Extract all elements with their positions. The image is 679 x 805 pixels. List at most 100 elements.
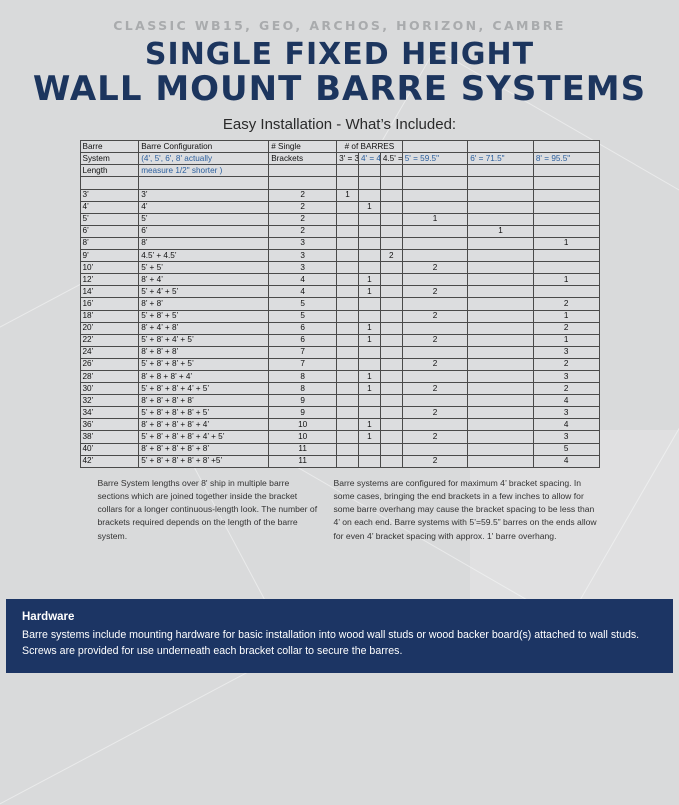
cell-barre-count: 2 <box>532 321 600 335</box>
cell-single-brackets: 2 <box>268 224 338 238</box>
header-barre-col-1: 4' = 47.5" <box>357 152 381 166</box>
cell-barre-count <box>379 285 403 299</box>
cell-barre-count <box>467 309 534 323</box>
cell-single-brackets: 10 <box>268 418 338 432</box>
cell-barre-count <box>401 188 469 202</box>
cell-barre-count <box>379 261 403 275</box>
cell-barre-count <box>379 369 403 384</box>
cell-barre-count <box>357 309 381 323</box>
header-config-line-2: (4', 5', 6', 8' actually <box>138 152 270 166</box>
cell-barre-count <box>532 200 600 214</box>
cell-barre-configuration: 5’ + 8’ + 5’ <box>138 309 270 323</box>
cell-barre-count <box>532 212 600 226</box>
cell-barre-count <box>467 406 534 420</box>
cell-barre-count <box>401 321 469 335</box>
header-spacer-2 <box>467 140 534 154</box>
cell-barre-count <box>336 345 359 359</box>
cell-barre-count <box>336 309 359 323</box>
note-shipping: Barre System lengths over 8' ship in mul… <box>97 477 318 541</box>
cell-barre-count <box>532 188 600 202</box>
cell-system-length: 36’ <box>79 418 140 432</box>
header-config-line-1: Barre Configuration <box>138 140 270 154</box>
cell-barre-count <box>467 273 534 287</box>
cell-barre-count <box>532 249 600 263</box>
cell-barre-count <box>379 321 403 335</box>
cell-barre-count <box>467 321 534 335</box>
spacer-cell-7 <box>401 176 469 190</box>
cell-barre-count <box>379 406 403 420</box>
cell-barre-count <box>401 418 469 432</box>
cell-single-brackets: 9 <box>268 406 338 420</box>
cell-barre-count: 2 <box>532 297 600 311</box>
cell-barre-count <box>379 357 403 371</box>
cell-barre-count: 4 <box>532 394 600 408</box>
cell-barre-count: 1 <box>357 430 381 444</box>
cell-single-brackets: 2 <box>268 212 338 226</box>
table-row: 14’ 5’ + 4’ + 5’ 4 1 2 <box>79 285 600 299</box>
cell-barre-count: 4 <box>532 418 600 432</box>
cell-barre-count <box>336 261 359 275</box>
cell-single-brackets: 10 <box>268 430 338 444</box>
cell-barre-count <box>357 394 381 408</box>
cell-barre-count <box>401 200 469 214</box>
cell-barre-count: 1 <box>357 285 381 299</box>
cell-barre-count <box>336 285 359 299</box>
header-config-line-3: measure 1/2" shorter ) <box>138 164 270 178</box>
cell-barre-count <box>379 454 403 468</box>
spec-table-head: Barre Barre Configuration # Single # of … <box>79 140 600 190</box>
cell-barre-count <box>357 224 381 238</box>
table-row: 38’ 5’ + 8’ + 8’ + 8’ + 4’ + 5’ 10 1 2 3 <box>79 430 600 444</box>
cell-barre-count <box>379 333 403 347</box>
cell-barre-count <box>401 273 469 287</box>
cell-barre-configuration: 6’ <box>138 224 270 238</box>
cell-system-length: 3’ <box>79 188 140 202</box>
cell-barre-configuration: 8’ + 8’ + 8’ <box>138 345 270 359</box>
cell-barre-count <box>467 394 534 408</box>
cell-barre-configuration: 8’ + 8’ + 8’ + 8’ <box>138 394 270 408</box>
header-system-line-1: Barre <box>79 140 140 154</box>
cell-barre-count <box>357 236 381 251</box>
cell-barre-configuration: 8’ + 8’ + 8’ + 8’ + 4’ <box>138 418 270 432</box>
cell-barre-count <box>467 369 534 384</box>
cell-barre-count <box>379 212 403 226</box>
cell-barre-configuration: 5’ + 8’ + 4’ + 5’ <box>138 333 270 347</box>
cell-system-length: 40’ <box>79 442 140 456</box>
cell-barre-count <box>467 430 534 444</box>
cell-barre-count <box>379 236 403 251</box>
cell-barre-count: 2 <box>401 406 469 420</box>
cell-barre-count <box>336 249 359 263</box>
cell-barre-count <box>467 297 534 311</box>
cell-system-length: 8’ <box>79 236 140 251</box>
cell-barre-count: 2 <box>532 382 600 396</box>
header-blank-d <box>379 164 403 178</box>
cell-system-length: 28’ <box>79 369 140 384</box>
cell-barre-count <box>467 261 534 275</box>
cell-barre-configuration: 8’ + 8’ + 8’ + 8’ + 8’ <box>138 442 270 456</box>
cell-barre-count: 2 <box>401 382 469 396</box>
cell-system-length: 32’ <box>79 394 140 408</box>
header-row-1: Barre Barre Configuration # Single # of … <box>79 140 600 154</box>
cell-single-brackets: 3 <box>268 236 338 251</box>
cell-barre-count <box>379 345 403 359</box>
cell-barre-count <box>401 249 469 263</box>
cell-barre-count <box>357 249 381 263</box>
cell-barre-count <box>467 418 534 432</box>
cell-single-brackets: 6 <box>268 333 338 347</box>
cell-barre-count: 1 <box>532 273 600 287</box>
cell-barre-count: 1 <box>357 200 381 214</box>
cell-barre-count: 2 <box>401 285 469 299</box>
cell-single-brackets: 11 <box>268 442 338 456</box>
cell-system-length: 38’ <box>79 430 140 444</box>
cell-barre-count <box>336 273 359 287</box>
header-blank-f <box>467 164 534 178</box>
cell-barre-count <box>357 454 381 468</box>
table-row: 16’ 8’ + 8’ 5 2 <box>79 297 600 311</box>
cell-barre-count <box>467 382 534 396</box>
header-blank-c <box>357 164 381 178</box>
cell-barre-count <box>379 394 403 408</box>
table-row: 4’ 4’ 2 1 <box>79 200 600 214</box>
table-row: 24’ 8’ + 8’ + 8’ 7 3 <box>79 345 600 359</box>
cell-barre-count <box>357 297 381 311</box>
cell-barre-count: 1 <box>401 212 469 226</box>
cell-barre-count: 2 <box>532 357 600 371</box>
